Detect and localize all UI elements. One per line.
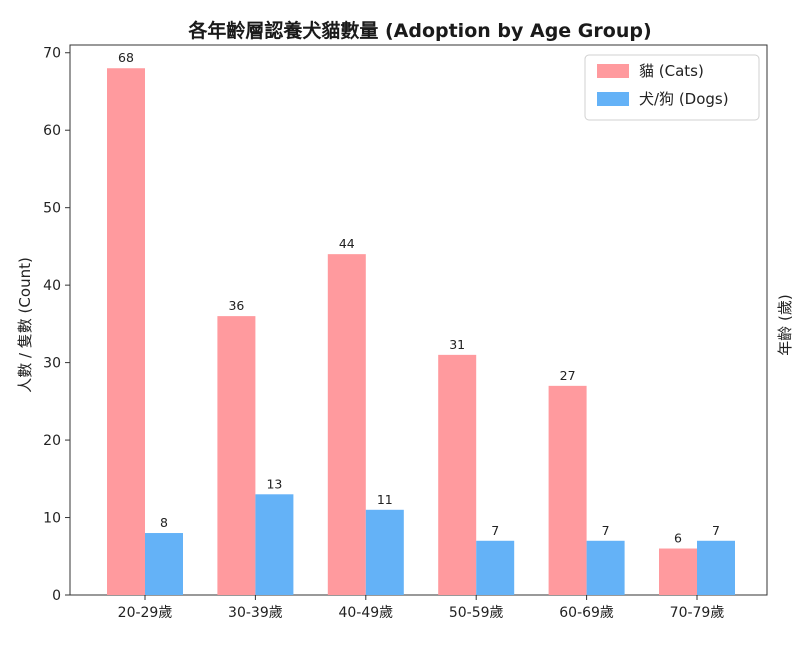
legend-label-dogs: 犬/狗 (Dogs) bbox=[639, 90, 729, 108]
legend-swatch-cats bbox=[597, 64, 629, 78]
x-tick-label: 20-29歲 bbox=[118, 605, 173, 621]
bar-cats bbox=[327, 254, 366, 596]
bar-cats bbox=[217, 316, 256, 595]
legend-label-cats: 貓 (Cats) bbox=[639, 62, 704, 80]
bar-cats bbox=[659, 548, 697, 595]
data-label-dogs: 7 bbox=[602, 523, 610, 538]
plot-frame bbox=[69, 44, 768, 596]
bar-cats bbox=[438, 354, 477, 595]
x-tick-label: 60-69歲 bbox=[559, 605, 614, 621]
bar-dogs bbox=[255, 494, 294, 595]
bar-dogs bbox=[365, 509, 404, 595]
y-tick-label: 20 bbox=[43, 433, 61, 449]
data-label-dogs: 7 bbox=[491, 523, 499, 538]
data-label-dogs: 13 bbox=[266, 476, 282, 491]
data-label-dogs: 8 bbox=[160, 515, 168, 530]
data-label-cats: 44 bbox=[339, 236, 355, 251]
bar-dogs bbox=[476, 540, 515, 595]
bar-cats bbox=[107, 68, 145, 595]
data-label-dogs: 7 bbox=[712, 523, 720, 538]
y-axis-label: 人數 / 隻數 (Count) bbox=[16, 257, 34, 393]
legend: 貓 (Cats) 犬/狗 (Dogs) bbox=[584, 54, 760, 121]
y-tick-label: 40 bbox=[43, 278, 61, 294]
data-label-cats: 31 bbox=[449, 337, 465, 352]
y-tick-label: 10 bbox=[43, 511, 61, 527]
right-axis-label: 年齡 (歲) bbox=[776, 294, 794, 355]
y-tick-label: 60 bbox=[43, 123, 61, 139]
y-tick-label: 30 bbox=[43, 356, 61, 372]
data-label-dogs: 11 bbox=[377, 492, 393, 507]
bar-dogs bbox=[586, 540, 625, 595]
data-label-cats: 6 bbox=[674, 531, 682, 546]
legend-swatch-dogs bbox=[597, 92, 629, 106]
bar-dogs bbox=[697, 540, 735, 595]
x-tick-label: 50-59歲 bbox=[449, 605, 504, 621]
y-tick-label: 0 bbox=[52, 588, 61, 604]
x-tick-label: 70-79歲 bbox=[670, 605, 725, 621]
y-tick-label: 70 bbox=[43, 46, 61, 62]
chart-title: 各年齡層認養犬貓數量 (Adoption by Age Group) bbox=[187, 19, 651, 42]
x-tick-label: 30-39歲 bbox=[228, 605, 283, 621]
data-label-cats: 36 bbox=[228, 298, 244, 313]
bar-dogs bbox=[145, 533, 183, 595]
bar-cats bbox=[548, 385, 587, 595]
y-tick-label: 50 bbox=[43, 201, 61, 217]
x-tick-label: 40-49歲 bbox=[338, 605, 393, 621]
data-label-cats: 27 bbox=[560, 368, 576, 383]
plot-area: 0 10 20 30 40 50 60 70 20-29歲 68 8 30-39歲 36 13 40-49歲… bbox=[43, 44, 768, 621]
data-label-cats: 68 bbox=[118, 50, 134, 65]
